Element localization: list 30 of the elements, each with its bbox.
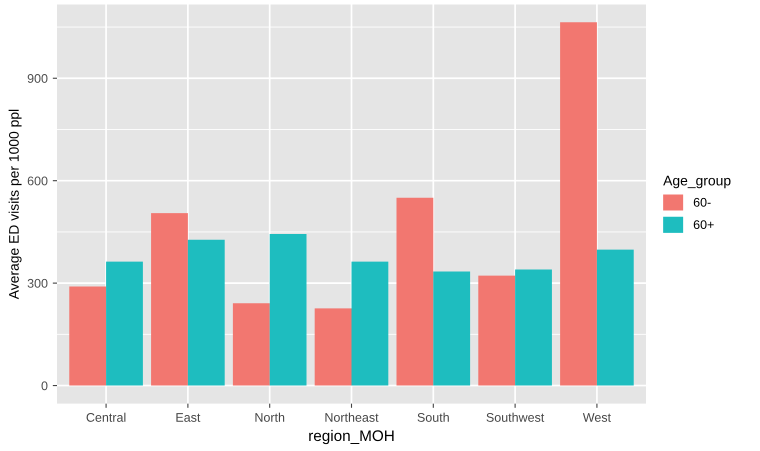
bar <box>151 213 188 386</box>
bar <box>596 250 634 386</box>
x-tick-label: Northeast <box>325 412 379 422</box>
bar <box>270 234 307 386</box>
legend-label: 60+ <box>694 220 714 230</box>
bar <box>352 262 388 386</box>
x-tick-label: South <box>418 412 449 422</box>
bar <box>188 240 225 386</box>
x-axis-title: region_MOH <box>309 430 394 444</box>
y-tick-label: 300 <box>28 278 48 288</box>
legend-title: Age_group <box>663 176 731 188</box>
bar <box>232 303 270 386</box>
bar <box>515 269 552 386</box>
bar <box>314 308 352 386</box>
x-tick-label: Central <box>86 412 126 422</box>
y-tick-label: 600 <box>28 176 48 186</box>
bar <box>433 272 470 386</box>
bar <box>560 22 597 386</box>
x-tick-label: North <box>255 412 284 422</box>
y-tick-label: 0 <box>42 381 48 390</box>
bar <box>106 262 143 386</box>
y-axis-title: Average ED visits per 1000 ppl <box>8 110 22 300</box>
bar <box>396 198 434 386</box>
x-tick-label: East <box>176 413 200 422</box>
legend-label: 60- <box>694 198 711 207</box>
bar <box>478 276 516 386</box>
x-tick-label: West <box>582 413 611 422</box>
x-tick-label: Southwest <box>486 412 544 422</box>
y-tick-label: 900 <box>28 74 48 83</box>
bar <box>69 286 106 386</box>
